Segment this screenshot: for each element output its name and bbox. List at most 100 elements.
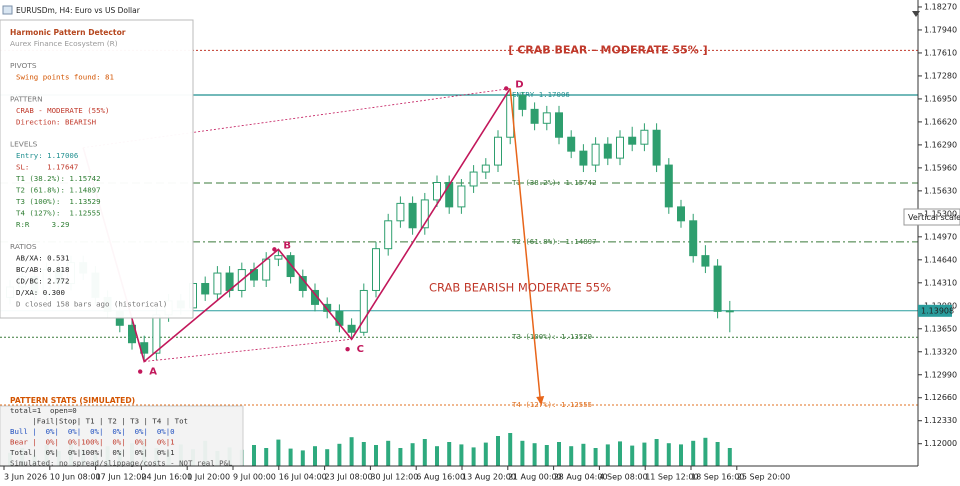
volume-bar (422, 439, 427, 466)
candle-body (542, 112, 551, 124)
panel-line: Entry: 1.17006 (16, 151, 78, 160)
candle-body (213, 272, 222, 295)
x-tick-label: 18 Sep 16:00 (691, 473, 744, 482)
candle-body (347, 324, 356, 333)
volume-bar (727, 448, 732, 466)
volume-bar (605, 444, 610, 466)
volume-bar (593, 448, 598, 466)
y-tick-label: 1.15300 (924, 209, 957, 218)
volume-bar (300, 450, 305, 466)
pattern-label: B (283, 240, 291, 251)
panel-line: T2 (61.8%): 1.14897 (16, 186, 101, 195)
y-tick-label: 1.17940 (924, 25, 957, 34)
info-panel (0, 19, 194, 319)
volume-bar (703, 437, 708, 466)
panel-heading: RATIOS (10, 242, 37, 251)
volume-bar (642, 442, 647, 466)
pattern-dot (504, 86, 509, 91)
panel-line: T3 (100%): 1.13529 (16, 197, 101, 206)
volume-bar (288, 448, 293, 466)
y-tick-label: 1.14970 (924, 232, 957, 241)
panel-line: D/XA: 0.300 (16, 288, 65, 297)
candle-body (152, 314, 161, 354)
stats-panel (0, 405, 244, 467)
volume-bar (544, 445, 549, 466)
candle-body (384, 220, 393, 250)
panel-line: D closed 158 bars ago (historical) (16, 300, 167, 309)
pattern-guide (144, 338, 352, 362)
volume-bar (557, 442, 561, 466)
candle-body (372, 248, 380, 291)
level-label: T4 (127%): 1.12555 (512, 400, 592, 409)
panel-line: Swing points found: 81 (16, 73, 114, 82)
volume-bar (337, 443, 342, 466)
candle-body (689, 220, 698, 257)
volume-bar (666, 443, 671, 466)
volume-bar (581, 443, 586, 466)
x-tick-label: 9 Jul 00:00 (233, 473, 276, 482)
volume-bar (252, 445, 256, 466)
volume-bar (313, 446, 317, 466)
candle-body (701, 255, 710, 267)
x-tick-label: 1 Jul 20:00 (187, 473, 230, 482)
y-tick-label: 1.14310 (924, 278, 957, 287)
candle-body (616, 136, 624, 159)
candle-body (713, 265, 722, 312)
x-tick-label: 21 Aug 00:00 (508, 473, 562, 482)
x-tick-label: 6 Aug 16:00 (416, 473, 465, 482)
volume-bar (410, 443, 415, 466)
volume-bar (496, 436, 500, 466)
y-tick-label: 1.16950 (924, 94, 957, 103)
y-tick-label: 1.17280 (924, 71, 957, 80)
y-tick-label: 1.12000 (924, 439, 957, 448)
tooltip: Vertical scale (908, 213, 960, 222)
y-tick-label: 1.12330 (924, 416, 957, 425)
volume-bar (349, 437, 354, 466)
volume-bar (569, 446, 574, 466)
scroll-marker[interactable] (912, 11, 920, 17)
level-label: T1 (38.2%): 1.15742 (512, 178, 597, 187)
x-tick-label: 28 Aug 04:00 (554, 473, 608, 482)
stats-line: |Fail|Stop| T1 | T2 | T3 | T4 | Tot (10, 417, 188, 426)
panel-heading: PIVOTS (10, 61, 37, 70)
candle-body (603, 143, 612, 159)
y-tick-label: 1.17610 (924, 48, 957, 57)
candle-body (530, 108, 539, 124)
candle-body (201, 283, 210, 295)
candle-body (567, 136, 576, 152)
candle-body (677, 206, 685, 222)
volume-bar (508, 433, 513, 466)
stats-line: Total| 0%| 0%|100%| 0%| 0%| 0%|1 (10, 448, 175, 457)
arrow-shaft (509, 88, 541, 400)
volume-bar (398, 448, 403, 466)
volume-bar (715, 442, 720, 466)
volume-bar (691, 440, 696, 466)
volume-bar (483, 442, 488, 466)
panel-heading: LEVELS (10, 140, 38, 149)
volume-bar (618, 441, 622, 466)
stats-line: Bear | 0%| 0%|100%| 0%| 0%| 0%|1 (10, 438, 175, 447)
candle-body (652, 129, 661, 166)
panel-line: CRAB - MODERATE (55%) (16, 106, 109, 115)
x-tick-label: 17 Jun 12:00 (96, 473, 147, 482)
current-price-label: 1.13908 (921, 306, 954, 315)
candle-body (420, 199, 429, 229)
x-tick-label: 13 Aug 20:00 (462, 473, 516, 482)
volume-bar (471, 447, 476, 466)
volume-bar (447, 442, 452, 466)
panel-heading: PATTERN (10, 95, 43, 104)
x-tick-label: 3 Jun 2026 (4, 473, 47, 482)
level-label: ENTRY 1.17006 (512, 90, 570, 99)
candle-body (640, 129, 649, 145)
candle-body (457, 185, 466, 208)
y-tick-label: 1.14640 (924, 255, 957, 264)
candle-body (286, 255, 295, 278)
candle-body (323, 303, 332, 312)
volume-bar (520, 440, 525, 466)
y-tick-label: 1.13320 (924, 347, 957, 356)
pattern-label: D (515, 79, 523, 90)
window-title: EURUSDm, H4: Euro vs US Dollar (16, 6, 141, 15)
candle-body (274, 255, 283, 260)
candle-body (555, 112, 563, 138)
